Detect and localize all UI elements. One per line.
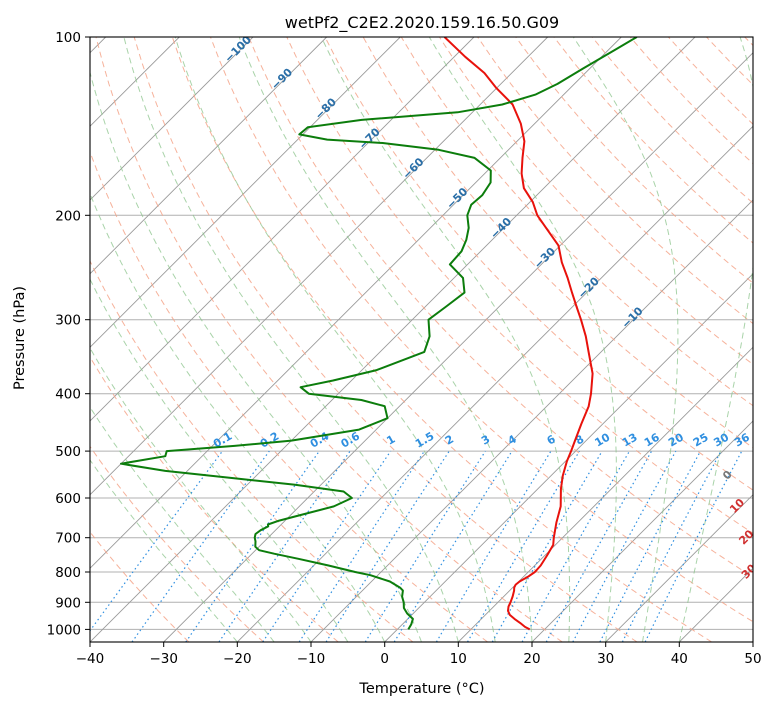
moist-adiabat-line xyxy=(90,278,349,642)
dry-adiabat-line xyxy=(324,37,753,491)
y-tick-label: 600 xyxy=(55,491,81,507)
isotherm-line xyxy=(605,494,753,642)
moist-adiabat-line xyxy=(90,347,312,642)
moist-adiabat-line xyxy=(238,37,533,642)
moist-adiabat-line xyxy=(428,37,617,642)
y-tick-label: 200 xyxy=(55,208,81,224)
isotherm-line xyxy=(90,37,622,569)
x-axis-title: Temperature (°C) xyxy=(358,681,484,697)
dry-adiabat-line xyxy=(286,37,753,534)
moist-adiabat-line xyxy=(90,192,386,642)
chart-title: wetPf2_C2E2.2020.159.16.50.G09 xyxy=(285,13,559,33)
y-axis-title: Pressure (hPa) xyxy=(12,286,28,390)
mixing-ratio-line xyxy=(298,450,425,642)
isotherm-line xyxy=(90,37,328,275)
dry-adiabat-line xyxy=(515,37,753,284)
x-tick-label: 50 xyxy=(744,651,761,667)
mixing-ratio-line xyxy=(364,450,486,642)
mixing-ratio-line xyxy=(185,450,320,642)
dry-adiabat-line xyxy=(90,259,414,642)
isotherm-line xyxy=(90,37,475,422)
isotherm-line xyxy=(90,37,401,348)
moist-adiabat-line xyxy=(90,406,275,642)
y-tick-label: 500 xyxy=(55,444,81,460)
dry-adiabat-line xyxy=(133,37,638,642)
y-tick-label: 400 xyxy=(55,387,81,403)
mixing-ratio-line xyxy=(218,450,351,642)
y-tick-label: 900 xyxy=(55,595,81,611)
isotherm-line xyxy=(163,52,753,642)
mixing-ratio-line xyxy=(599,450,702,642)
moist-adiabat-line xyxy=(320,37,571,642)
isotherm-line xyxy=(90,37,549,496)
moist-adiabat-line xyxy=(123,37,459,642)
x-tick-label: −10 xyxy=(297,651,326,667)
plot-frame xyxy=(89,36,754,643)
y-tick-label: 700 xyxy=(55,531,81,547)
moist-adiabat-line xyxy=(174,37,496,642)
dry-adiabat-line xyxy=(95,37,563,642)
isotherm-line xyxy=(236,125,753,642)
y-tick-label: 300 xyxy=(55,313,81,329)
x-tick-label: 30 xyxy=(597,651,614,667)
isotherm-line xyxy=(531,420,753,642)
x-tick-label: 20 xyxy=(523,651,540,667)
isotherm-line xyxy=(90,37,254,201)
isotherm-line xyxy=(457,346,753,642)
dry-adiabat-line xyxy=(210,37,753,623)
dry-adiabat-line xyxy=(171,37,712,642)
y-axis-ticks: 1000 900 800 700 600 500 400 300 200 100 xyxy=(47,30,90,638)
dewpoint-profile-line xyxy=(120,37,638,630)
moist-adiabat-line xyxy=(90,459,238,642)
profile-lines xyxy=(120,37,638,631)
mixing-ratio-line xyxy=(393,450,513,642)
y-tick-label: 100 xyxy=(55,30,81,46)
x-tick-label: −20 xyxy=(223,651,252,667)
x-axis-ticks: −40 −30 −20 −10 0 10 20 30 40 50 xyxy=(76,642,762,667)
mixing-ratio-line xyxy=(466,450,580,642)
x-tick-label: −40 xyxy=(76,651,105,667)
mixing-ratio-line xyxy=(262,450,392,642)
background-lines xyxy=(90,37,753,642)
dry-adiabat-line xyxy=(248,37,753,578)
dry-adiabat-line xyxy=(90,445,264,642)
mixing-ratio-line xyxy=(435,450,552,642)
moist-adiabat-line xyxy=(678,37,753,642)
x-tick-label: 10 xyxy=(450,651,467,667)
y-tick-label: 1000 xyxy=(47,622,81,638)
x-tick-label: 40 xyxy=(671,651,688,667)
mixing-ratio-line xyxy=(325,450,450,642)
isotherm-line xyxy=(384,273,753,642)
mixing-ratio-line xyxy=(572,450,677,642)
x-tick-label: −30 xyxy=(149,651,178,667)
moist-adiabat-line xyxy=(572,37,679,642)
y-tick-label: 800 xyxy=(55,565,81,581)
x-tick-label: 0 xyxy=(380,651,389,667)
temperature-profile-line xyxy=(443,37,594,631)
